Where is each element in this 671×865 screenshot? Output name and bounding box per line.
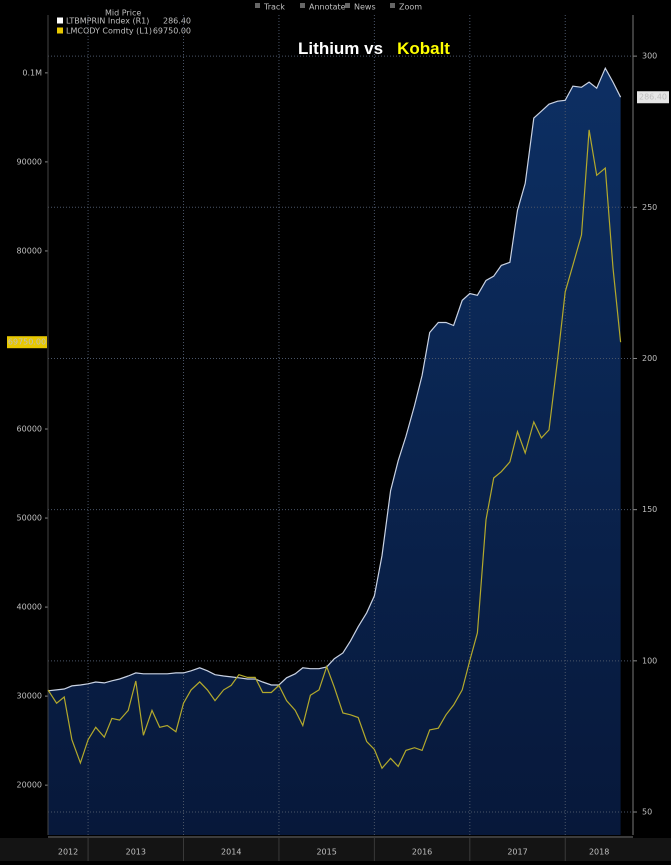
legend: LTBMPRIN Index (R1) 286.40 LMCODY Comdty (… bbox=[57, 17, 191, 36]
legend-value: 69750.00 bbox=[153, 27, 191, 36]
y2-tick-label: 50 bbox=[642, 808, 652, 817]
legend-swatch bbox=[57, 17, 63, 24]
toolbar-icon bbox=[255, 3, 260, 8]
x-tick-label: 2014 bbox=[221, 848, 241, 857]
legend-value: 286.40 bbox=[163, 17, 191, 26]
x-tick-label: 2017 bbox=[507, 848, 527, 857]
series-line bbox=[47, 66, 622, 692]
legend-label: LTBMPRIN Index (R1) bbox=[66, 17, 149, 26]
y2-tick-label: 250 bbox=[642, 203, 657, 212]
y-tick-label: 20000 bbox=[17, 781, 42, 790]
title-main: Lithium vs bbox=[298, 39, 383, 58]
x-tick-label: 2012 bbox=[58, 848, 78, 857]
toolbar: Track Annotate News Zoom bbox=[255, 3, 422, 12]
toolbar-button[interactable]: Track bbox=[263, 3, 285, 12]
legend-header: Mid Price bbox=[105, 9, 141, 18]
x-tick-label: 2018 bbox=[589, 848, 609, 857]
last-value-marker bbox=[637, 91, 669, 104]
y-tick-label: 30000 bbox=[17, 692, 42, 701]
toolbar-button[interactable]: Annotate bbox=[309, 3, 346, 12]
y2-tick-label: 200 bbox=[642, 354, 657, 363]
y-tick-label: 50000 bbox=[17, 514, 42, 523]
chart-title: Lithium vs Kobalt bbox=[298, 39, 450, 58]
y2-tick-label: 300 bbox=[642, 52, 657, 61]
legend-label: LMCODY Comdty (L1) bbox=[66, 27, 152, 36]
x-tick-label: 2013 bbox=[126, 848, 146, 857]
legend-swatch bbox=[57, 27, 63, 34]
x-axis-band bbox=[0, 838, 671, 861]
x-tick-label: 2016 bbox=[412, 848, 432, 857]
toolbar-icon bbox=[300, 3, 305, 8]
y-tick-label: 0.1M bbox=[22, 68, 42, 77]
y-tick-label: 60000 bbox=[17, 425, 42, 434]
y2-tick-label: 150 bbox=[642, 505, 657, 514]
last-value-label: 286.40 bbox=[639, 93, 667, 102]
y2-tick-label: 100 bbox=[642, 656, 657, 665]
y-tick-label: 90000 bbox=[17, 157, 42, 166]
last-value-label: 69750.00 bbox=[8, 338, 46, 347]
area bbox=[48, 68, 621, 835]
toolbar-icon bbox=[345, 3, 350, 8]
y-tick-label: 80000 bbox=[17, 246, 42, 255]
toolbar-button[interactable]: Zoom bbox=[399, 3, 422, 12]
y-tick-label: 40000 bbox=[17, 603, 42, 612]
toolbar-button[interactable]: News bbox=[354, 3, 376, 12]
x-tick-label: 2015 bbox=[316, 848, 336, 857]
series-line bbox=[47, 129, 622, 770]
title-highlight: Kobalt bbox=[397, 39, 450, 58]
last-value-marker bbox=[7, 336, 47, 349]
toolbar-icon bbox=[390, 3, 395, 8]
